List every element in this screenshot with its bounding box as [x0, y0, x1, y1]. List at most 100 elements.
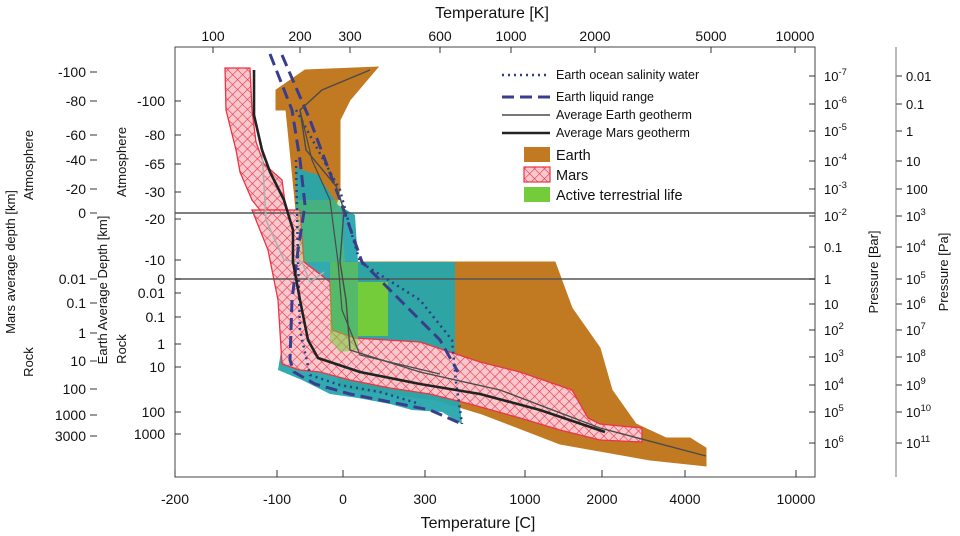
left-inner-tick-label: -30 — [145, 184, 165, 200]
left-inner-tick-label: 100 — [142, 404, 166, 420]
bottom-tick-label: 300 — [413, 491, 437, 507]
bottom-tick-label: 0 — [339, 491, 347, 507]
right-inner-tick-label: 102 — [824, 321, 844, 338]
right-inner-tick-label: 10 — [824, 297, 838, 312]
mars-geotherm-line — [252, 70, 606, 434]
right-outer-tick-label: 106 — [906, 295, 926, 312]
left-inner-atmosphere-label: Atmosphere — [114, 127, 129, 197]
right-inner-tick-label: 10-4 — [824, 152, 847, 169]
right-outer-tick-label: 100 — [906, 182, 928, 197]
left-inner-title: Earth Average Depth [km] — [95, 216, 110, 365]
left-outer-tick-label: 1 — [78, 325, 86, 341]
right-outer-tick-label: 0.01 — [906, 69, 931, 84]
legend-label: Average Mars geotherm — [556, 126, 690, 140]
ocean-salinity-left — [294, 159, 421, 406]
legend-swatch — [524, 147, 550, 162]
top-axis-title: Temperature [K] — [435, 5, 549, 22]
bottom-tick-label: 4000 — [669, 491, 700, 507]
right-inner-tick-label: 10-3 — [824, 180, 847, 197]
legend: Earth ocean salinity water Earth liquid r… — [502, 68, 699, 204]
left-outer-tick-label: -80 — [66, 93, 86, 109]
left-inner-tick-label: -65 — [145, 156, 165, 172]
top-axis: 100 200 300 600 1000 2000 5000 10000 — [201, 28, 815, 53]
right-inner-tick-label: 106 — [824, 434, 844, 451]
left-outer-tick-label: -60 — [66, 127, 86, 143]
left-outer-tick-label: 3000 — [55, 428, 86, 444]
right-outer-title: Pressure [Pa] — [936, 233, 951, 312]
left-outer-tick-label: 0 — [78, 205, 86, 221]
left-inner-tick-label: -80 — [145, 127, 165, 143]
legend-label: Active terrestrial life — [556, 188, 683, 204]
left-outer-atmosphere-label: Atmosphere — [21, 130, 36, 200]
left-inner-tick-label: -10 — [145, 252, 165, 268]
bottom-tick-label: -100 — [263, 491, 291, 507]
left-outer-tick-label: 100 — [63, 381, 87, 397]
left-inner-tick-label: -20 — [145, 211, 165, 227]
right-outer-tick-label: 1 — [906, 124, 913, 139]
left-outer-tick-label: 0.1 — [67, 295, 87, 311]
legend-item: Earth — [524, 147, 591, 164]
top-tick-label: 10000 — [776, 28, 815, 44]
left-inner-rock-label: Rock — [114, 334, 129, 364]
legend-label: Earth ocean salinity water — [556, 68, 699, 82]
top-tick-label: 300 — [338, 28, 362, 44]
bottom-tick-label: 10000 — [777, 491, 816, 507]
legend-swatch — [524, 187, 550, 202]
right-outer-axis: 0.01 0.1 1 10 100 103 104 105 106 107 108 109 1010 10… — [896, 69, 931, 451]
top-tick-label: 1000 — [495, 28, 526, 44]
right-outer-tick-label: 103 — [906, 207, 926, 224]
top-tick-label: 200 — [288, 28, 312, 44]
left-outer-tick-label: 10 — [70, 353, 86, 369]
top-tick-label: 2000 — [579, 28, 610, 44]
legend-item: Earth liquid range — [502, 90, 654, 104]
left-inner-tick-label: 10 — [149, 359, 165, 375]
left-outer-tick-label: -20 — [66, 181, 86, 197]
right-inner-tick-label: 1 — [824, 272, 831, 287]
right-inner-tick-label: 10-6 — [824, 95, 847, 112]
earth-geotherm-branch — [299, 109, 441, 375]
legend-item: Average Mars geotherm — [502, 126, 690, 140]
left-inner-tick-label: 1 — [157, 336, 165, 352]
curves — [175, 53, 815, 457]
top-tick-label: 600 — [428, 28, 452, 44]
right-outer-tick-label: 1011 — [906, 434, 930, 451]
bottom-tick-label: 2000 — [586, 491, 617, 507]
right-inner-tick-label: 103 — [824, 348, 844, 365]
right-inner-axis: 10-7 10-6 10-5 10-4 10-3 10-2 0.1 1 10 102 103 104 1… — [809, 67, 847, 451]
legend-label: Mars — [556, 168, 588, 184]
left-inner-tick-label: 1000 — [134, 426, 165, 442]
left-inner-tick-label: 0 — [157, 271, 165, 287]
right-inner-tick-label: 10-7 — [824, 67, 847, 84]
right-outer-tick-label: 105 — [906, 270, 926, 287]
plot-frame — [174, 46, 816, 478]
legend-item: Active terrestrial life — [524, 187, 683, 204]
top-tick-label: 5000 — [695, 28, 726, 44]
legend-label: Earth liquid range — [556, 90, 654, 104]
left-outer-tick-label: -100 — [58, 64, 86, 80]
right-inner-tick-label: 104 — [824, 376, 844, 393]
legend-item: Mars — [523, 166, 588, 184]
right-outer-tick-label: 108 — [906, 348, 926, 365]
right-outer-tick-label: 1010 — [906, 403, 931, 420]
legend-swatch — [523, 166, 551, 183]
left-outer-rock-label: Rock — [21, 347, 36, 377]
top-tick-label: 100 — [201, 28, 225, 44]
left-outer-tick-label: -40 — [66, 152, 86, 168]
left-inner-tick-label: 0.01 — [138, 285, 165, 301]
right-outer-tick-label: 0.1 — [906, 97, 924, 112]
earth-liquid-range-right — [280, 54, 460, 373]
right-outer-tick-label: 10 — [906, 154, 920, 169]
legend-label: Earth — [556, 148, 591, 164]
right-inner-title: Pressure [Bar] — [866, 230, 881, 313]
right-outer-tick-label: 104 — [906, 238, 926, 255]
left-outer-tick-label: 1000 — [55, 407, 86, 423]
bottom-axis: -200 -100 0 300 1000 2000 4000 10000 — [161, 470, 816, 507]
left-inner-tick-label: 0.1 — [146, 309, 166, 325]
right-outer-tick-label: 109 — [906, 376, 926, 393]
left-outer-title: Mars average depth [km] — [3, 190, 18, 334]
life-region-bright — [358, 282, 388, 336]
legend-item: Average Earth geotherm — [502, 108, 692, 122]
left-outer-axis: -100 -80 -60 -40 -20 0 0.01 0.1 1 10 100 1000 3000 — [55, 64, 97, 444]
right-inner-tick-label: 10-5 — [824, 122, 847, 139]
